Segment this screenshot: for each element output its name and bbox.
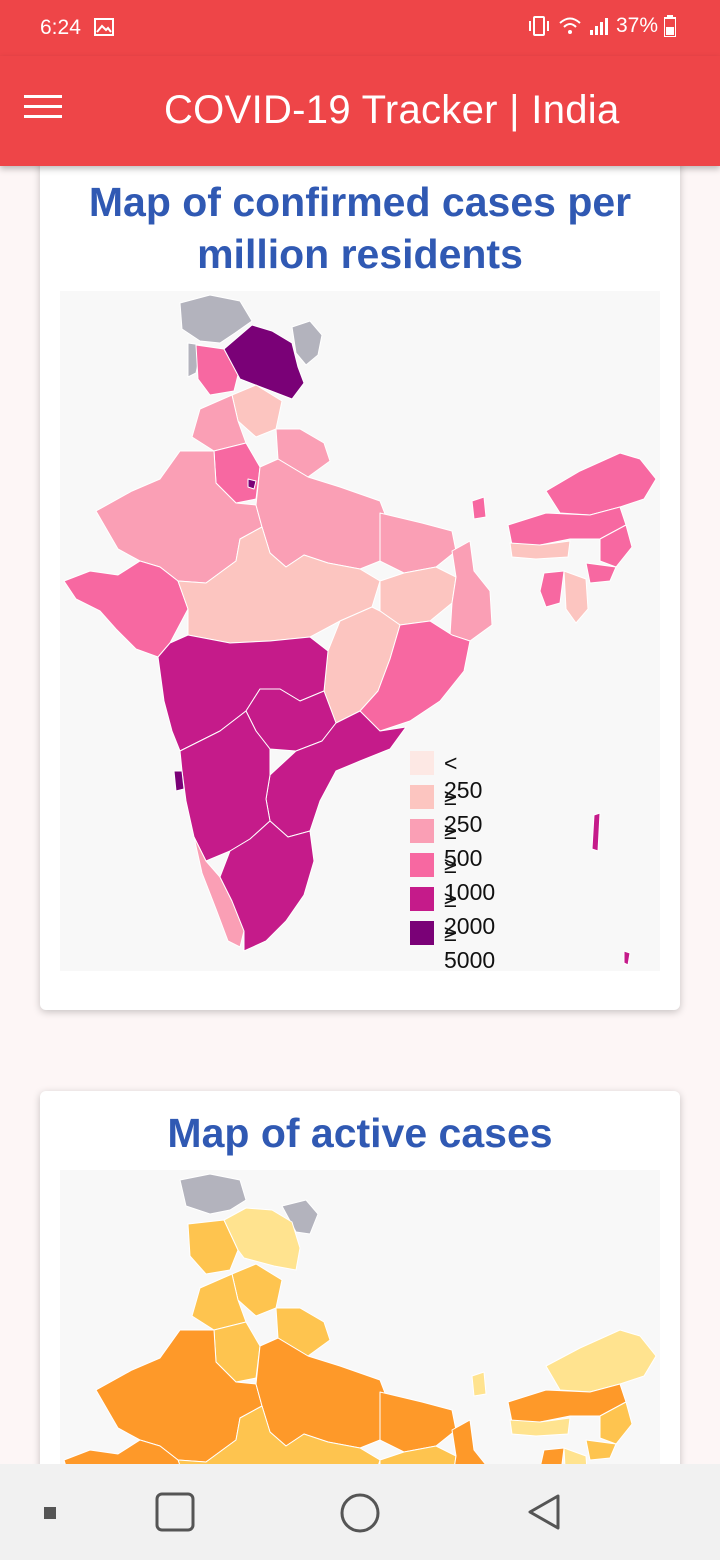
region-ladakh [223, 1207, 301, 1271]
region-pok [179, 294, 253, 344]
dot-icon[interactable] [43, 1506, 57, 1520]
region-aksai-chin [291, 320, 323, 366]
region-arunachal [545, 1329, 657, 1393]
region-tamil-nadu [219, 820, 315, 952]
app-title: COVID-19 Tracker | India [164, 88, 620, 132]
region-manipur [585, 1439, 617, 1461]
region-sikkim [471, 496, 487, 520]
region-tripura [539, 570, 565, 608]
region-andaman [591, 812, 601, 852]
region-pok [179, 1173, 247, 1215]
battery-percent: 37% [615, 14, 658, 37]
home-circle-icon[interactable] [337, 1490, 383, 1536]
region-ladakh [223, 324, 305, 400]
region-sikkim [471, 1371, 487, 1397]
region-gujarat [63, 560, 189, 658]
back-triangle-icon[interactable] [522, 1490, 566, 1534]
region-delhi [247, 478, 257, 490]
region-mizoram [563, 570, 589, 624]
recents-square-icon[interactable] [153, 1490, 197, 1534]
region-manipur [585, 562, 617, 584]
region-nagaland [599, 1401, 633, 1445]
region-uttar-pradesh [255, 1337, 391, 1449]
gallery-icon [94, 18, 114, 36]
region-bihar [379, 1391, 457, 1453]
region-nagaland [599, 524, 633, 568]
india-map-svg [63, 294, 657, 966]
confirmed-map-title: Map of confirmed cases per million resid… [88, 179, 632, 277]
region-bihar [379, 512, 457, 574]
hamburger-menu-icon[interactable] [24, 95, 64, 127]
active-map-title: Map of active cases [167, 1110, 553, 1156]
signal-icon [589, 18, 608, 35]
region-nicobar [623, 950, 631, 966]
confirmed-map-card: Map of confirmed cases per million resid… [40, 150, 680, 1010]
confirmed-choropleth-map[interactable]: < 250 ≥ 250 ≥ 500 ≥ 1000 ≥ 2000 ≥ 5000 [60, 291, 660, 973]
status-time: 6:24 [40, 16, 81, 39]
region-meghalaya [509, 540, 571, 560]
vibrate-icon [528, 16, 549, 36]
region-west-bengal [449, 540, 493, 642]
region-kerala [193, 836, 245, 948]
region-jharkhand [379, 566, 457, 626]
system-nav-bar [0, 1464, 720, 1560]
region-odisha [359, 620, 471, 732]
battery-icon [664, 15, 676, 37]
region-meghalaya [509, 1417, 571, 1437]
region-uttar-pradesh [255, 458, 391, 570]
india-active-map-svg [63, 1173, 657, 1511]
wifi-icon [559, 17, 581, 34]
active-map-card: Map of active cases [40, 1091, 680, 1511]
region-arunachal [545, 452, 657, 516]
status-bar: 6:24 37% [0, 0, 720, 56]
region-goa [173, 770, 185, 792]
app-bar: COVID-19 Tracker | India [0, 56, 720, 166]
active-choropleth-map[interactable] [60, 1170, 660, 1511]
